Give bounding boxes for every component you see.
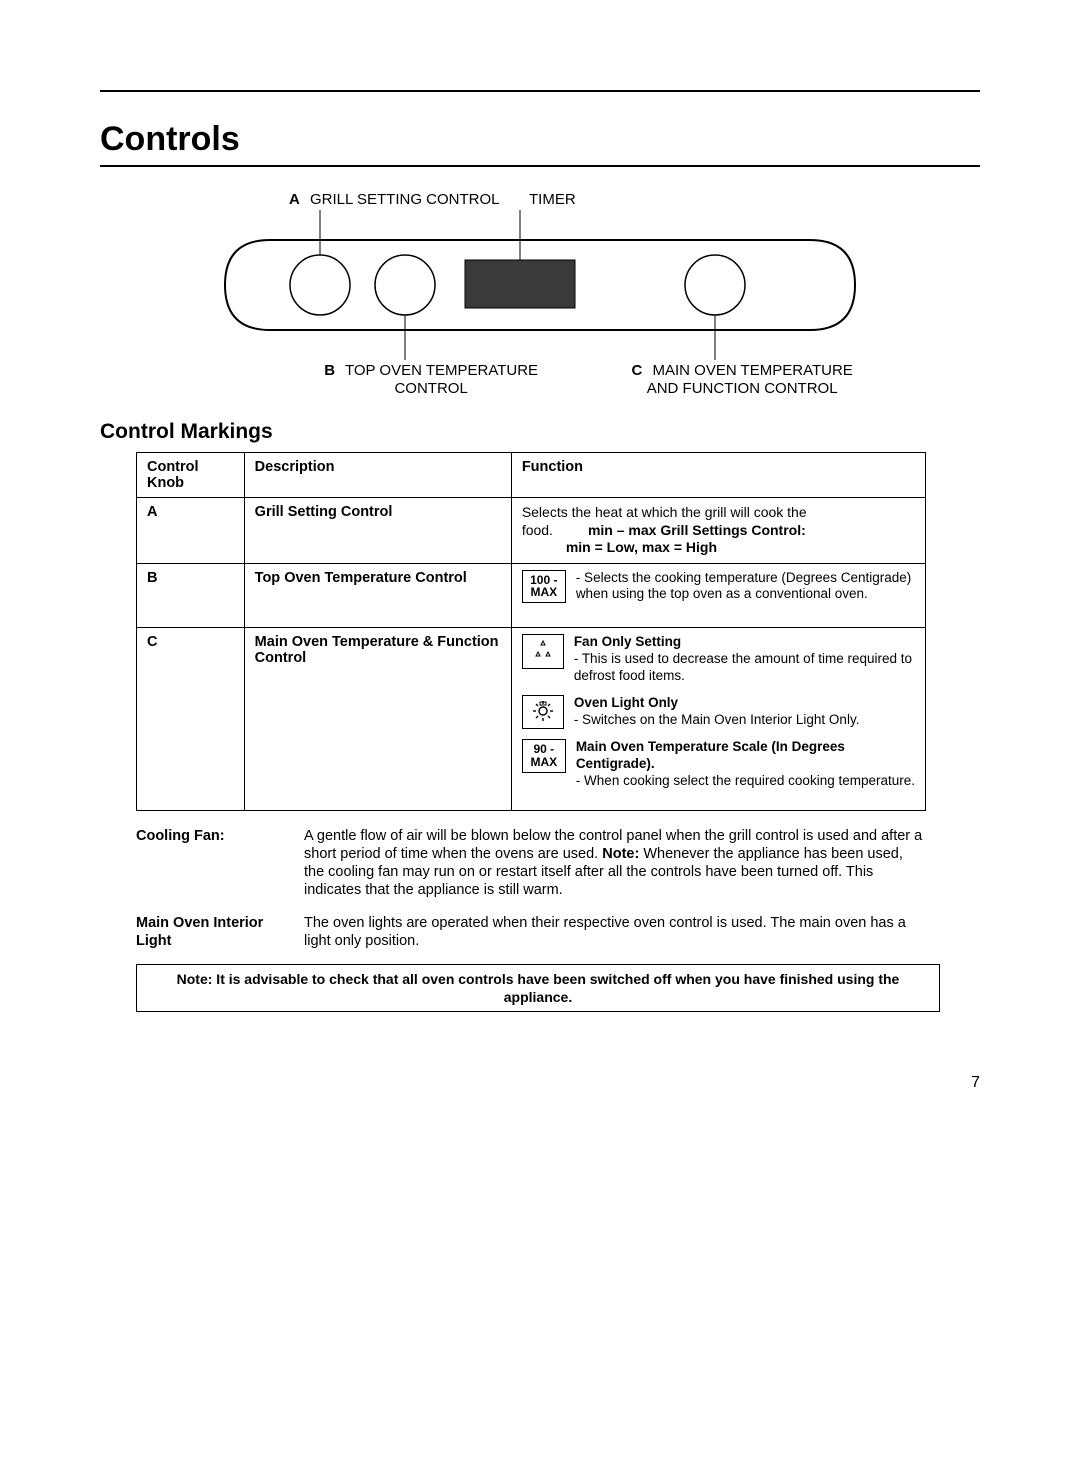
notes-section: Cooling Fan: A gentle flow of air will b… bbox=[136, 827, 926, 950]
rowC-light-title: Oven Light Only bbox=[574, 695, 678, 710]
label-b-text: TOP OVEN TEMPERATURE CONTROL bbox=[345, 362, 538, 397]
label-b-letter: B bbox=[324, 362, 335, 379]
rowC-temp-icon-line2: MAX bbox=[530, 755, 557, 769]
rowC-desc: Main Oven Temperature & Function Control bbox=[244, 628, 511, 811]
rowA-func-line1: Selects the heat at which the grill will… bbox=[522, 504, 807, 520]
fan-icon bbox=[522, 634, 564, 669]
page-heading: Controls bbox=[100, 120, 980, 159]
cooling-fan-label: Cooling Fan: bbox=[136, 827, 276, 900]
cooling-note-label: Note: bbox=[602, 846, 639, 862]
header-desc: Description bbox=[244, 453, 511, 498]
label-a-letter: A bbox=[289, 191, 300, 208]
control-markings-table: Control Knob Description Function A Gril… bbox=[136, 452, 926, 811]
panel-diagram-svg bbox=[215, 210, 865, 360]
rowC-fan-title: Fan Only Setting bbox=[574, 634, 681, 649]
rowB-icon-line2: MAX bbox=[530, 585, 557, 599]
page-number: 7 bbox=[971, 1074, 980, 1092]
header-knob: Control Knob bbox=[137, 453, 245, 498]
rowC-fan-text: - This is used to decrease the amount of… bbox=[574, 651, 912, 683]
rowC-knob: C bbox=[137, 628, 245, 811]
rowB-knob: B bbox=[137, 563, 245, 628]
rowC-light-text: - Switches on the Main Oven Interior Lig… bbox=[574, 712, 860, 727]
subheading-control-markings: Control Markings bbox=[100, 420, 980, 444]
label-c-letter: C bbox=[631, 362, 642, 379]
rowC-temp-text: - When cooking select the required cooki… bbox=[576, 773, 915, 788]
label-a-text: GRILL SETTING CONTROL bbox=[310, 191, 499, 208]
final-note-box: Note: It is advisable to check that all … bbox=[136, 964, 940, 1012]
rowA-desc: Grill Setting Control bbox=[244, 498, 511, 564]
diagram-label-c: C MAIN OVEN TEMPERATURE AND FUNCTION CON… bbox=[619, 362, 865, 398]
rowB-temp-icon: 100 - MAX bbox=[522, 570, 566, 603]
rowA-bold1: min – max Grill Settings Control: bbox=[588, 522, 806, 538]
light-icon bbox=[522, 695, 564, 730]
interior-light-label: Main Oven Interior Light bbox=[136, 914, 276, 950]
diagram-label-b: B TOP OVEN TEMPERATURE CONTROL bbox=[313, 362, 549, 398]
rowA-func: Selects the heat at which the grill will… bbox=[511, 498, 925, 564]
rowC-temp-title: Main Oven Temperature Scale (In Degrees … bbox=[576, 739, 845, 771]
rowC-func: Fan Only Setting - This is used to decre… bbox=[511, 628, 925, 811]
controls-diagram: A GRILL SETTING CONTROL TIMER bbox=[215, 191, 865, 398]
rowB-text: - Selects the cooking temperature (Degre… bbox=[576, 570, 915, 604]
rowA-func-line2-left: food. bbox=[522, 522, 553, 538]
rowC-temp-icon: 90 - MAX bbox=[522, 739, 566, 772]
rowB-func: 100 - MAX - Selects the cooking temperat… bbox=[511, 563, 925, 628]
rowB-desc: Top Oven Temperature Control bbox=[244, 563, 511, 628]
rowA-bold2: min = Low, max = High bbox=[566, 539, 717, 555]
cooling-fan-body: A gentle flow of air will be blown below… bbox=[304, 827, 926, 900]
diagram-label-a: A GRILL SETTING CONTROL bbox=[289, 191, 519, 208]
label-c-text: MAIN OVEN TEMPERATURE AND FUNCTION CONTR… bbox=[647, 362, 853, 397]
header-func: Function bbox=[511, 453, 925, 498]
diagram-label-timer: TIMER bbox=[529, 191, 589, 208]
interior-light-body: The oven lights are operated when their … bbox=[304, 914, 926, 950]
rowA-knob: A bbox=[137, 498, 245, 564]
